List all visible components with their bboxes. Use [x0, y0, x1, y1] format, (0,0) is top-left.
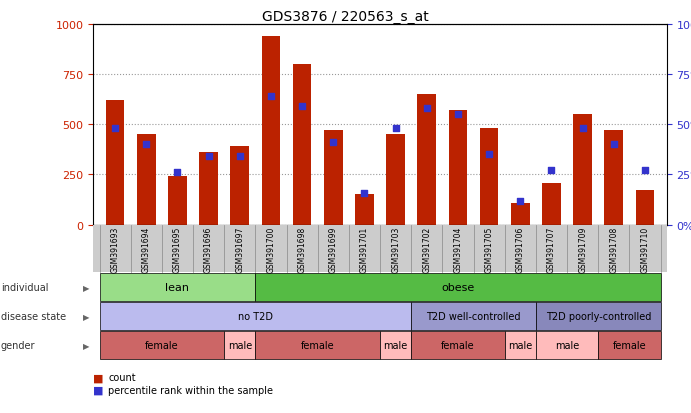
- Text: GSM391703: GSM391703: [391, 225, 400, 272]
- Text: GSM391697: GSM391697: [235, 225, 245, 272]
- Text: disease state: disease state: [1, 311, 66, 321]
- Bar: [636, 191, 654, 225]
- Bar: [386, 135, 405, 225]
- Point: [546, 168, 557, 174]
- Bar: [542, 184, 561, 225]
- Text: obese: obese: [442, 282, 475, 292]
- Text: GDS3876 / 220563_s_at: GDS3876 / 220563_s_at: [262, 10, 429, 24]
- Point: [296, 104, 307, 110]
- Text: GSM391702: GSM391702: [422, 226, 431, 272]
- Point: [577, 126, 588, 132]
- Text: GSM391693: GSM391693: [111, 225, 120, 272]
- Point: [390, 126, 401, 132]
- Text: ▶: ▶: [84, 341, 90, 350]
- Bar: [106, 101, 124, 225]
- Point: [359, 190, 370, 196]
- Bar: [448, 111, 467, 225]
- Point: [639, 168, 650, 174]
- Bar: [262, 37, 281, 225]
- Text: GSM391705: GSM391705: [484, 225, 493, 272]
- Text: female: female: [145, 340, 179, 350]
- Point: [234, 154, 245, 160]
- Text: GSM391696: GSM391696: [204, 225, 213, 272]
- Bar: [293, 65, 312, 225]
- Bar: [417, 95, 436, 225]
- Text: female: female: [441, 340, 475, 350]
- Text: GSM391694: GSM391694: [142, 225, 151, 272]
- Point: [141, 142, 152, 148]
- Text: T2D poorly-controlled: T2D poorly-controlled: [546, 311, 651, 321]
- Bar: [168, 177, 187, 225]
- Bar: [324, 131, 343, 225]
- Text: ▶: ▶: [84, 283, 90, 292]
- Text: GSM391708: GSM391708: [609, 226, 618, 272]
- Bar: [199, 153, 218, 225]
- Bar: [574, 115, 592, 225]
- Text: lean: lean: [165, 282, 189, 292]
- Point: [608, 142, 619, 148]
- Text: female: female: [613, 340, 646, 350]
- Text: ▶: ▶: [84, 312, 90, 321]
- Point: [172, 170, 183, 176]
- Point: [515, 198, 526, 204]
- Text: ■: ■: [93, 373, 104, 382]
- Text: count: count: [108, 373, 136, 382]
- Bar: [511, 203, 530, 225]
- Bar: [605, 131, 623, 225]
- Text: GSM391695: GSM391695: [173, 225, 182, 272]
- Text: GSM391704: GSM391704: [453, 225, 462, 272]
- Text: percentile rank within the sample: percentile rank within the sample: [108, 385, 274, 395]
- Text: GSM391707: GSM391707: [547, 225, 556, 272]
- Text: GSM391699: GSM391699: [329, 225, 338, 272]
- Text: T2D well-controlled: T2D well-controlled: [426, 311, 521, 321]
- Point: [203, 154, 214, 160]
- Point: [484, 152, 495, 158]
- Text: female: female: [301, 340, 334, 350]
- Text: individual: individual: [1, 282, 48, 292]
- Bar: [230, 147, 249, 225]
- Text: gender: gender: [1, 340, 35, 350]
- Text: male: male: [384, 340, 408, 350]
- Text: no T2D: no T2D: [238, 311, 273, 321]
- Text: GSM391709: GSM391709: [578, 225, 587, 272]
- Text: ■: ■: [93, 385, 104, 395]
- Text: GSM391701: GSM391701: [360, 226, 369, 272]
- Text: male: male: [227, 340, 252, 350]
- Bar: [355, 194, 374, 225]
- Text: GSM391706: GSM391706: [515, 225, 525, 272]
- Bar: [480, 129, 498, 225]
- Text: GSM391700: GSM391700: [267, 225, 276, 272]
- Point: [453, 112, 464, 118]
- Text: GSM391698: GSM391698: [298, 226, 307, 272]
- Bar: [137, 135, 155, 225]
- Text: male: male: [555, 340, 579, 350]
- Point: [328, 140, 339, 146]
- Point: [265, 94, 276, 100]
- Text: male: male: [508, 340, 533, 350]
- Point: [422, 106, 433, 112]
- Text: GSM391710: GSM391710: [641, 226, 650, 272]
- Point: [110, 126, 121, 132]
